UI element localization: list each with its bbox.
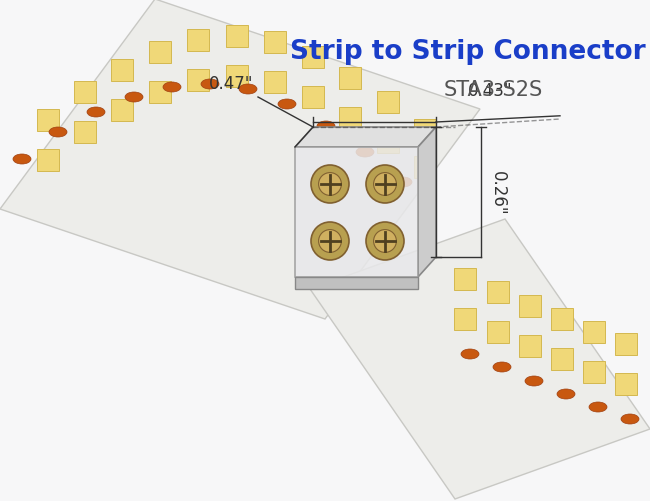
Bar [226, 66, 248, 88]
Bar [302, 87, 324, 109]
Bar [414, 157, 436, 179]
Ellipse shape [13, 155, 31, 165]
Bar [302, 47, 324, 69]
Bar [74, 122, 96, 144]
Text: 0.47": 0.47" [209, 75, 253, 93]
Circle shape [311, 166, 349, 203]
Bar [487, 282, 509, 304]
Ellipse shape [394, 178, 412, 188]
Bar [615, 373, 637, 395]
Bar [339, 108, 361, 130]
Circle shape [366, 166, 404, 203]
Polygon shape [295, 128, 436, 148]
Ellipse shape [278, 100, 296, 110]
Bar [149, 42, 171, 64]
Polygon shape [310, 219, 650, 499]
Ellipse shape [493, 362, 511, 372]
Bar [37, 110, 59, 132]
Bar [454, 309, 476, 330]
Bar [551, 348, 573, 370]
Ellipse shape [125, 93, 143, 103]
Ellipse shape [239, 85, 257, 95]
Text: STA3-S2S: STA3-S2S [443, 80, 543, 100]
Ellipse shape [163, 83, 181, 93]
Bar [615, 333, 637, 355]
Bar [339, 68, 361, 90]
Bar [377, 92, 399, 114]
Bar [377, 132, 399, 154]
Ellipse shape [49, 128, 67, 138]
Bar [149, 82, 171, 104]
Bar [226, 26, 248, 48]
Bar [487, 321, 509, 343]
Circle shape [366, 222, 404, 261]
Bar [454, 269, 476, 291]
Ellipse shape [525, 376, 543, 386]
Ellipse shape [589, 402, 607, 412]
Circle shape [318, 173, 341, 196]
Bar [74, 82, 96, 104]
Ellipse shape [87, 108, 105, 118]
Ellipse shape [557, 389, 575, 399]
Bar [414, 120, 436, 142]
Ellipse shape [461, 349, 479, 359]
Text: 0.43": 0.43" [468, 82, 512, 100]
Bar [551, 309, 573, 330]
Circle shape [311, 222, 349, 261]
Bar [583, 361, 605, 383]
Bar [187, 30, 209, 52]
Circle shape [318, 230, 341, 253]
Ellipse shape [201, 80, 219, 90]
Circle shape [374, 173, 396, 196]
Bar [519, 335, 541, 357]
Polygon shape [295, 148, 418, 278]
Bar [111, 100, 133, 122]
Text: Strip to Strip Connector: Strip to Strip Connector [290, 39, 646, 65]
Circle shape [374, 230, 396, 253]
Bar [264, 32, 286, 54]
Polygon shape [0, 0, 480, 319]
Ellipse shape [317, 122, 335, 132]
Polygon shape [418, 128, 436, 278]
Polygon shape [295, 278, 418, 290]
Bar [583, 321, 605, 343]
Bar [37, 150, 59, 172]
Ellipse shape [621, 414, 639, 424]
Text: 0.26": 0.26" [489, 170, 507, 215]
Bar [264, 72, 286, 94]
Ellipse shape [356, 148, 374, 158]
Bar [111, 60, 133, 82]
Bar [187, 70, 209, 92]
Bar [519, 296, 541, 317]
